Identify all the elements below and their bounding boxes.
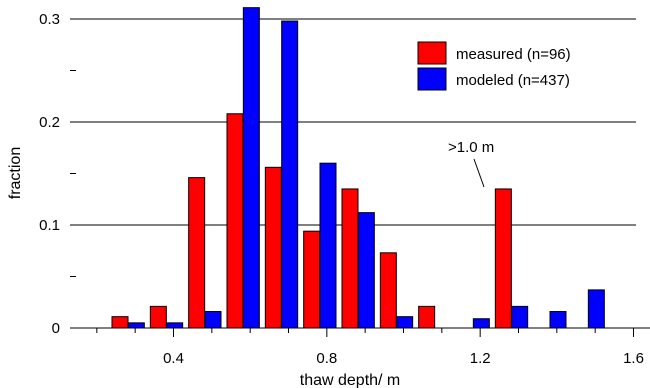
annotation-leader-line — [473, 158, 485, 188]
bar-measured — [379, 252, 397, 329]
bar-measured — [341, 188, 359, 329]
x-axis-ticks: 0.4 0.8 1.2 1.6 — [96, 328, 644, 367]
legend-label: modeled (n=437) — [456, 72, 570, 89]
bar-measured — [149, 305, 167, 329]
bar-measured — [418, 305, 436, 329]
bar-modeled — [204, 311, 222, 329]
bar-modeled — [587, 289, 605, 329]
x-tick-label: 1.2 — [470, 350, 491, 367]
y-tick-label: 0 — [52, 320, 60, 337]
bar-modeled — [549, 311, 567, 329]
bar-measured — [188, 177, 206, 329]
bar-measured — [111, 316, 129, 329]
bar-modeled — [281, 20, 299, 329]
bar-modeled — [127, 322, 145, 329]
x-tick-label: 0.8 — [316, 350, 337, 367]
x-tick-label: 1.6 — [623, 350, 644, 367]
y-tick-label: 0.1 — [39, 217, 60, 234]
bar-measured — [264, 166, 282, 329]
bar-modeled — [319, 162, 337, 329]
legend: measured (n=96) modeled (n=437) — [417, 41, 571, 91]
legend-swatch — [417, 41, 447, 65]
bar-modeled — [396, 316, 414, 329]
y-tick-label: 0.3 — [39, 11, 60, 28]
bar-measured — [303, 230, 321, 329]
legend-label: measured (n=96) — [456, 46, 571, 63]
bar-modeled — [472, 318, 490, 329]
bar-measured — [226, 113, 244, 329]
y-tick-label: 0.2 — [39, 114, 60, 131]
bar-measured — [494, 188, 512, 329]
x-tick-label: 0.4 — [163, 350, 184, 367]
y-axis-ticks: 0 0.1 0.2 0.3 — [39, 11, 80, 337]
y-axis-title: fraction — [7, 147, 24, 199]
bars — [111, 7, 605, 329]
annotation-label: >1.0 m — [448, 139, 494, 156]
bar-modeled — [357, 212, 375, 329]
annotation: >1.0 m — [448, 139, 494, 188]
legend-swatch — [417, 67, 447, 91]
bar-modeled — [242, 7, 260, 329]
bar-modeled — [511, 305, 529, 329]
x-axis-title: thaw depth/ m — [300, 372, 401, 388]
bar-modeled — [166, 322, 184, 329]
